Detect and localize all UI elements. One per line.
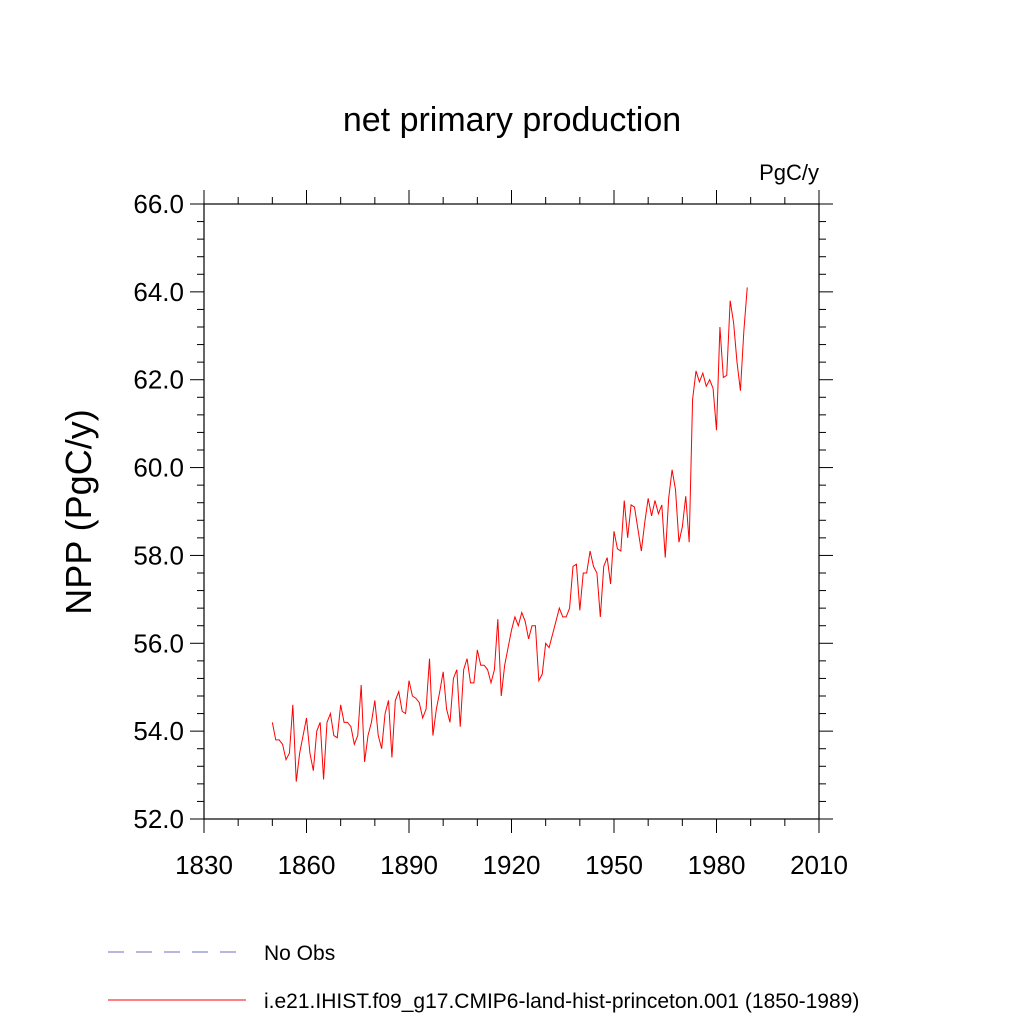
plot-area: 1830 1860 1890 1920 1950 1980 2010 52.0 54.0 56.0… — [133, 189, 848, 880]
y-tick-label: 62.0 — [133, 365, 184, 395]
y-tick-label: 52.0 — [133, 804, 184, 834]
series-line-1 — [271, 287, 748, 782]
x-tick-label: 2010 — [790, 850, 848, 880]
y-tick-label: 58.0 — [133, 540, 184, 570]
y-axis-label: NPP (PgC/y) — [58, 409, 99, 614]
x-tick-label: 1830 — [175, 850, 233, 880]
y-tick-label: 64.0 — [133, 277, 184, 307]
x-tick-label: 1890 — [380, 850, 438, 880]
units-label: PgC/y — [759, 160, 819, 185]
plot-frame — [203, 203, 820, 820]
legend-label-0: No Obs — [264, 942, 335, 965]
x-tick-label: 1860 — [278, 850, 336, 880]
x-tick-label: 1920 — [483, 850, 541, 880]
y-tick-label: 60.0 — [133, 453, 184, 483]
legend: No Obs i.e21.IHIST.f09_g17.CMIP6-land-his… — [108, 942, 859, 1013]
x-tick-label: 1980 — [688, 850, 746, 880]
chart-title: net primary production — [343, 101, 681, 139]
y-tick-label: 66.0 — [133, 189, 184, 219]
legend-label-1: i.e21.IHIST.f09_g17.CMIP6-land-hist-prin… — [264, 990, 859, 1013]
y-tick-label: 54.0 — [133, 716, 184, 746]
y-tick-label: 56.0 — [133, 628, 184, 658]
x-tick-label: 1950 — [585, 850, 643, 880]
